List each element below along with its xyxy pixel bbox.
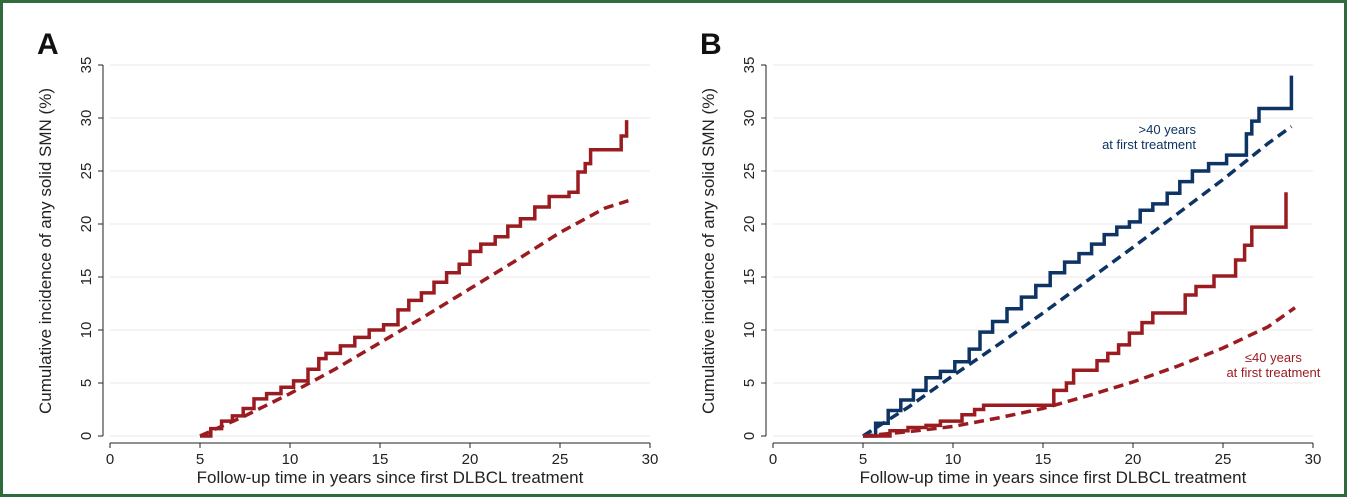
x-tick-label: 5 — [859, 451, 867, 468]
figure-canvas: 0 5 10 15 20 25 30 35 0 5 10 15 20 25 30 Follow-up time… — [36, 28, 1321, 487]
x-tick-label: 30 — [642, 451, 659, 468]
y-tick-label: 5 — [78, 379, 95, 387]
series-line-dashed — [199, 199, 629, 438]
x-tick-label: 0 — [769, 451, 777, 468]
y-tick-label: 15 — [78, 269, 95, 286]
y-tick-label: 35 — [78, 57, 95, 74]
x-tick-label: 10 — [945, 451, 962, 468]
panel-label: A — [37, 28, 59, 61]
y-tick-label: 10 — [78, 322, 95, 339]
annotation-line: at first treatment — [1226, 365, 1320, 380]
annotation-line: ≤40 years — [1245, 350, 1302, 365]
panel-b: 0 5 10 15 20 25 30 35 0 5 10 15 20 25 30 Follow-up time… — [699, 28, 1321, 487]
y-tick-label: 5 — [741, 379, 758, 387]
y-tick-label: 30 — [741, 110, 758, 127]
y-tick-label: 20 — [78, 216, 95, 233]
y-tick-label: 10 — [741, 322, 758, 339]
y-tick-label: 35 — [741, 57, 758, 74]
x-tick-label: 5 — [196, 451, 204, 468]
y-tick-label: 20 — [741, 216, 758, 233]
y-tick-label: 15 — [741, 269, 758, 286]
annotation-line: >40 years — [1139, 122, 1197, 137]
x-tick-label: 25 — [552, 451, 569, 468]
series-line-step — [863, 75, 1294, 438]
x-tick-label: 10 — [282, 451, 299, 468]
x-axis-label: Follow-up time in years since first DLBC… — [197, 468, 584, 487]
series-line-step — [863, 192, 1288, 438]
y-tick-label: 25 — [741, 163, 758, 180]
x-axis-label: Follow-up time in years since first DLBC… — [860, 468, 1247, 487]
annotation-line: at first treatment — [1102, 137, 1196, 152]
annotation-label: ≤40 years at first treatment — [1226, 350, 1320, 380]
y-tick-label: 25 — [78, 163, 95, 180]
series-line-step — [200, 120, 629, 438]
annotation-label: >40 years at first treatment — [1102, 122, 1196, 152]
x-tick-label: 15 — [1035, 451, 1052, 468]
series-line-dashed — [862, 306, 1297, 438]
x-tick-label: 20 — [1125, 451, 1142, 468]
y-tick-label: 0 — [78, 432, 95, 440]
series-line-dashed — [862, 125, 1293, 438]
y-axis-label: Cumulative incidence of any solid SMN (%… — [699, 88, 718, 414]
panel-label: B — [700, 28, 722, 61]
y-tick-label: 30 — [78, 110, 95, 127]
y-axis-label: Cumulative incidence of any solid SMN (%… — [36, 88, 55, 414]
x-tick-label: 15 — [372, 451, 389, 468]
x-tick-label: 0 — [106, 451, 114, 468]
panel-a: 0 5 10 15 20 25 30 35 0 5 10 15 20 25 30 Follow-up time… — [36, 28, 658, 487]
x-tick-label: 30 — [1305, 451, 1322, 468]
x-tick-label: 20 — [462, 451, 479, 468]
x-tick-label: 25 — [1215, 451, 1232, 468]
y-tick-label: 0 — [741, 432, 758, 440]
